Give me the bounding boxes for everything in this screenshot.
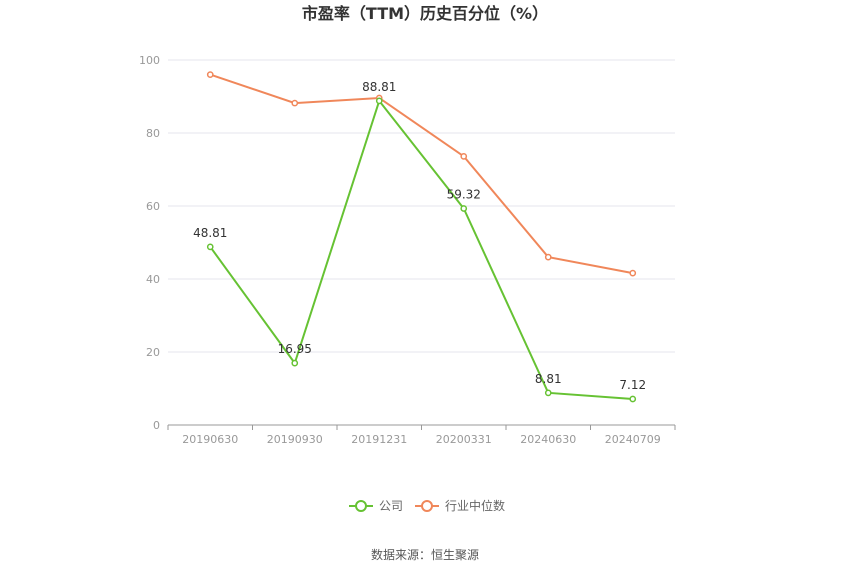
- y-tick-label: 40: [146, 273, 160, 286]
- data-label: 7.12: [619, 378, 646, 392]
- x-tick-label: 20240630: [520, 433, 576, 446]
- data-label: 8.81: [535, 372, 562, 386]
- grid: [168, 59, 675, 353]
- x-tick-label: 20200331: [436, 433, 492, 446]
- data-point[interactable]: [291, 99, 299, 107]
- data-label: 16.95: [278, 342, 312, 356]
- legend-label: 公司: [379, 499, 403, 513]
- series-line: [209, 73, 633, 275]
- series-layer: 48.81 16.95 88.81 59.32 8.81 7.12: [193, 71, 646, 403]
- data-label: 59.32: [447, 187, 481, 201]
- x-tick-label: 20190630: [182, 433, 238, 446]
- data-point[interactable]: [291, 359, 299, 367]
- data-point[interactable]: [460, 153, 468, 160]
- y-axis: 0 20 40 60 80 100: [139, 54, 160, 432]
- data-label: 88.81: [362, 80, 396, 94]
- legend-marker: [355, 500, 367, 512]
- legend-item-industry-median[interactable]: 行业中位数: [415, 498, 505, 513]
- data-point[interactable]: [629, 395, 637, 403]
- x-tick-label: 20240709: [605, 433, 661, 446]
- legend[interactable]: 公司 行业中位数: [349, 498, 505, 513]
- y-tick-label: 60: [146, 200, 160, 213]
- y-tick-label: 20: [146, 346, 160, 359]
- x-axis: 20190630 20190930 20191231 20200331 20240630…: [167, 424, 676, 446]
- legend-label: 行业中位数: [445, 498, 505, 513]
- y-tick-label: 100: [139, 54, 160, 67]
- data-label: 48.81: [193, 226, 227, 240]
- chart-title: 市盈率（TTM）历史百分位（%）: [302, 4, 548, 23]
- series-industry-median: [206, 71, 637, 277]
- data-point[interactable]: [375, 97, 383, 105]
- x-tick-label: 20190930: [267, 433, 323, 446]
- data-point[interactable]: [460, 205, 468, 212]
- series-line: [209, 98, 633, 401]
- legend-marker: [421, 500, 433, 512]
- data-point[interactable]: [544, 389, 552, 397]
- series-company: 48.81 16.95 88.81 59.32 8.81 7.12: [193, 80, 646, 403]
- data-point[interactable]: [206, 243, 214, 251]
- data-point[interactable]: [206, 71, 214, 78]
- y-tick-label: 80: [146, 127, 160, 140]
- data-point[interactable]: [629, 269, 637, 277]
- data-point[interactable]: [544, 253, 552, 261]
- y-tick-label: 0: [153, 419, 160, 432]
- legend-item-company[interactable]: 公司: [349, 499, 403, 513]
- source-note: 数据来源：恒生聚源: [371, 547, 479, 562]
- x-tick-label: 20191231: [351, 433, 407, 446]
